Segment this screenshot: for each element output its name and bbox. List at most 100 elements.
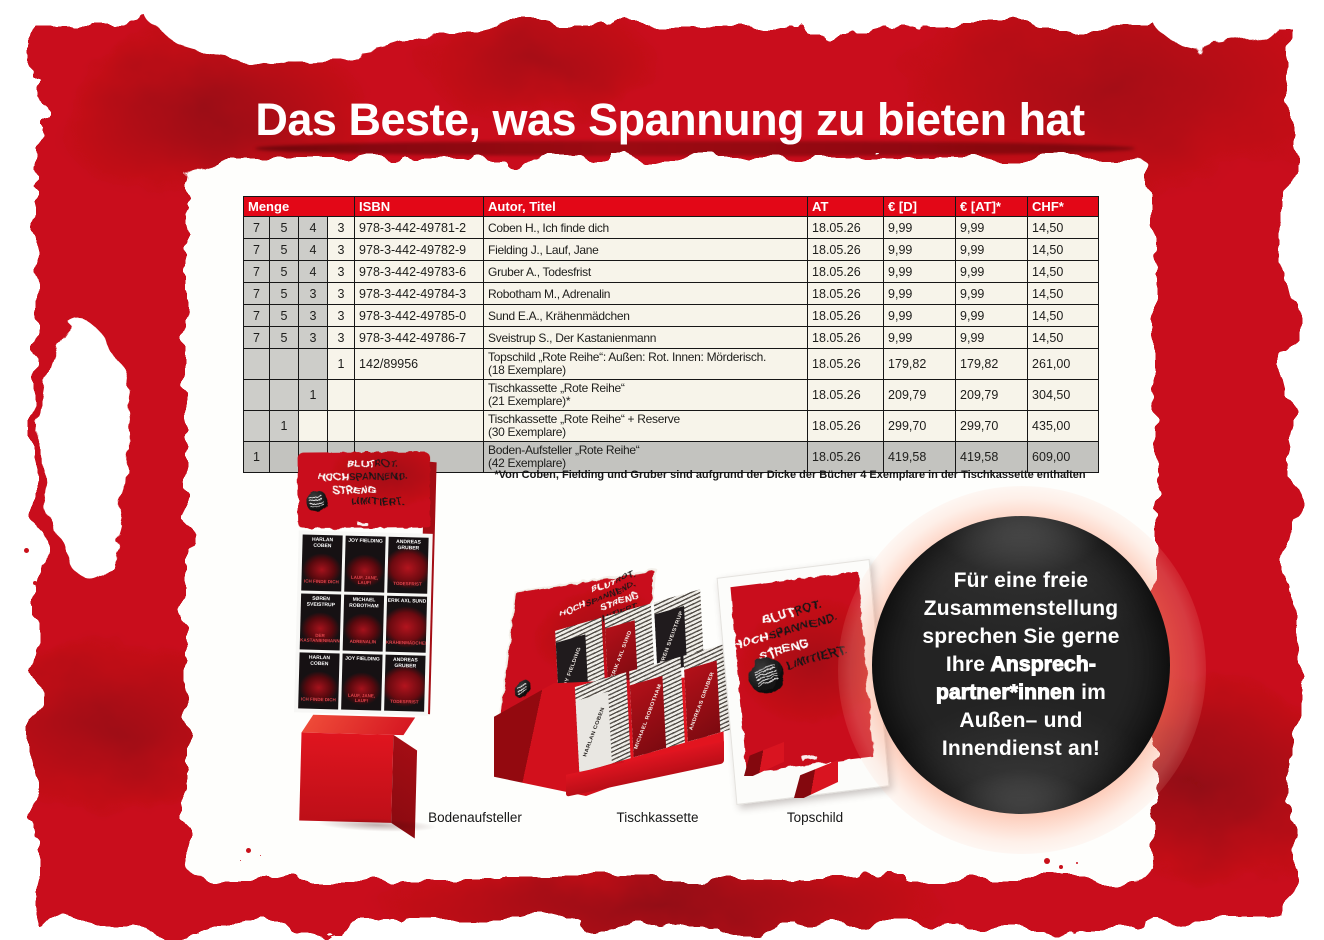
menge-cell (243, 379, 270, 411)
isbn-cell: 978-3-442-49786-7 (354, 326, 485, 349)
paint-gap (44, 326, 130, 576)
title-cell: Tischkassette „Rote Reihe“ (21 Exemplare)… (483, 379, 809, 411)
floor-display: BLUTROT. HOCHSPANNEND. STRENG LIMITIERT.… (279, 450, 441, 839)
menge-cell (298, 410, 328, 442)
book-cover: MICHAEL ROBOTHAM ADRENALIN (342, 594, 385, 652)
menge-cell: 1 (269, 410, 299, 442)
round-badge (305, 490, 329, 513)
price-at-cell: 209,79 (955, 379, 1029, 411)
paint-gap (1156, 0, 1276, 48)
footnote: *Von Coben, Fielding und Gruber sind auf… (494, 469, 1086, 481)
paint-speck (24, 548, 29, 553)
menge-cell: 7 (243, 238, 270, 261)
book-stack: MICHAEL ROBOTHAM (629, 656, 685, 758)
title-cell: Gruber A., Todesfrist (483, 260, 809, 283)
title-cell: Robotham M., Adrenalin (483, 282, 809, 305)
menge-cell: 3 (326, 238, 356, 261)
isbn-cell: 978-3-442-49781-2 (354, 216, 485, 239)
menge-cell: 4 (298, 260, 328, 283)
menge-cell (326, 410, 356, 442)
price-at-cell: 9,99 (955, 260, 1029, 283)
menge-cell: 3 (326, 282, 356, 305)
book-cover: ERIK AXL SUND KRÄHENMÄDCHEN (385, 595, 428, 653)
menge-cell: 3 (326, 216, 356, 239)
menge-cell: 5 (269, 238, 299, 261)
book-cover: ANDREAS GRUBER TODESFRIST (387, 536, 429, 594)
isbn-cell: 978-3-442-49785-0 (354, 304, 485, 327)
price-chf-cell: 14,50 (1027, 260, 1100, 283)
label-tischkassette: Tischkassette (616, 810, 699, 825)
price-chf-cell: 435,00 (1027, 410, 1100, 442)
col-header-chf: CHF* (1027, 196, 1100, 217)
book-covers-grid: HARLAN COBEN ICH FINDE DICH JOY FIELDING LA… (294, 530, 433, 716)
topsign-display: BLUTROT. HOCHSPANNEND. STRENG LIMITIERT. (714, 559, 896, 812)
col-header-autor-titel: Autor, Titel (483, 196, 809, 217)
menge-cell: 7 (243, 260, 270, 283)
isbn-cell: 978-3-442-49784-3 (354, 282, 485, 305)
price-at-cell: 9,99 (955, 282, 1029, 305)
paint-splatter (246, 848, 251, 853)
menge-cell: 3 (298, 282, 328, 305)
table-row: 1 142/89956 Topschild „Rote Reihe“: Außen:… (243, 348, 1100, 380)
info-line: Für eine freie (953, 569, 1089, 592)
table-row: 7 5 3 3 978-3-442-49786-7 Sveistrup S., Der K… (243, 326, 1100, 349)
info-line: partner*innen im (935, 680, 1107, 704)
date-cell: 18.05.26 (807, 238, 885, 261)
paint-gap (156, 0, 426, 58)
menge-cell: 1 (243, 441, 270, 473)
menge-cell: 1 (298, 379, 328, 411)
date-cell: 18.05.26 (807, 326, 885, 349)
price-d-cell: 209,79 (883, 379, 957, 411)
menge-cell (243, 410, 270, 442)
price-d-cell: 9,99 (883, 238, 957, 261)
price-at-cell: 9,99 (955, 216, 1029, 239)
isbn-cell: 142/89956 (354, 348, 485, 380)
table-header-row: Menge ISBN Autor, Titel AT € [D] € [AT]*… (242, 196, 1100, 217)
price-at-cell: 9,99 (955, 238, 1029, 261)
order-table-body: 7 5 4 3 978-3-442-49781-2 Coben H., Ich finde… (243, 216, 1100, 473)
menge-cell: 3 (326, 304, 356, 327)
price-at-cell: 179,82 (955, 348, 1029, 380)
book-cover: SØREN SVEISTRUP DER KASTANIENMANN (299, 593, 342, 651)
book-cover: JOY FIELDING LAUF, JANE, LAUF! (344, 535, 386, 593)
title-cell: Sveistrup S., Der Kastanienmann (483, 326, 809, 349)
menge-cell: 5 (269, 304, 299, 327)
price-d-cell: 9,99 (883, 216, 957, 239)
title-cell: Sund E.A., Krähenmädchen (483, 304, 809, 327)
menge-cell: 3 (298, 326, 328, 349)
date-cell: 18.05.26 (807, 348, 885, 380)
price-d-cell: 9,99 (883, 326, 957, 349)
date-cell: 18.05.26 (807, 216, 885, 239)
menge-cell (243, 348, 270, 380)
info-circle-text: Für eine freie Zusammenstellung sprechen S… (922, 567, 1119, 763)
title-cell: Topschild „Rote Reihe“: Außen: Rot. Inne… (483, 348, 809, 380)
info-circle: Für eine freie Zusammenstellung sprechen S… (872, 516, 1170, 814)
isbn-cell (354, 379, 485, 411)
col-header-eur-at: € [AT]* (955, 196, 1029, 217)
base-front-face (299, 732, 394, 823)
menge-cell: 3 (326, 260, 356, 283)
price-chf-cell: 14,50 (1027, 238, 1100, 261)
price-d-cell: 9,99 (883, 304, 957, 327)
label-topschild: Topschild (786, 810, 844, 825)
menge-cell: 7 (243, 304, 270, 327)
menge-cell: 1 (326, 348, 356, 380)
price-chf-cell: 14,50 (1027, 326, 1100, 349)
menge-cell: 3 (298, 304, 328, 327)
menge-cell (269, 348, 299, 380)
paint-speck (33, 581, 37, 585)
price-d-cell: 9,99 (883, 282, 957, 305)
price-chf-cell: 14,50 (1027, 282, 1100, 305)
menge-cell (269, 441, 299, 473)
brush-streak (255, 141, 1135, 156)
page-title: Das Beste, was Spannung zu bieten hat (255, 94, 1085, 145)
price-at-cell: 419,58 (955, 441, 1029, 473)
price-chf-cell: 14,50 (1027, 304, 1100, 327)
table-row: 7 5 4 3 978-3-442-49782-9 Fielding J., Lauf, … (243, 238, 1100, 261)
price-d-cell: 179,82 (883, 348, 957, 380)
table-row: 1 Tischkassette „Rote Reihe“ + Reserve (30… (243, 410, 1100, 442)
isbn-cell: 978-3-442-49782-9 (354, 238, 485, 261)
info-line: Innendienst an! (941, 737, 1101, 760)
col-header-isbn: ISBN (354, 196, 485, 217)
